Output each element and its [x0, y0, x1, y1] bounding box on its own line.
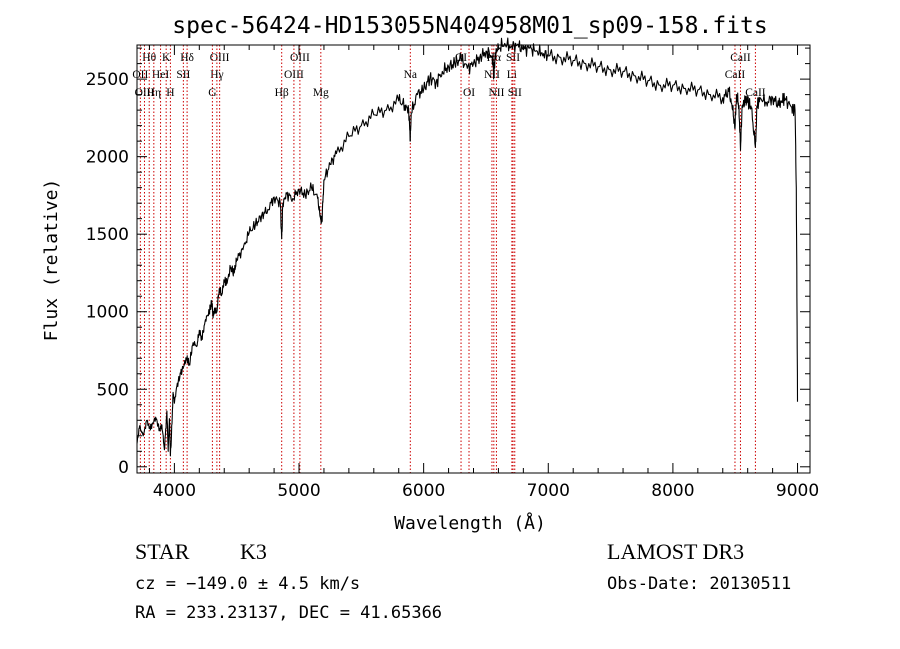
line-marker-label: Hη	[147, 87, 161, 99]
line-marker-label: HeI	[152, 69, 169, 81]
axes: 4000 5000 6000 7000 8000 9000 0 500 1000 1500 2000…	[86, 44, 819, 501]
line-marker-label: Hβ	[275, 87, 289, 99]
ra-dec-coordinates: RA = 233.23137, DEC = 41.65366	[135, 603, 443, 623]
line-marker-label: CaII	[745, 87, 766, 99]
y-tick-label: 1000	[86, 303, 129, 323]
redshift-cz: cz = −149.0 ± 4.5 km/s	[135, 574, 361, 594]
line-marker-label: OI	[463, 87, 475, 99]
line-marker-label: Hδ	[180, 52, 194, 64]
line-marker-label: SII	[506, 52, 520, 64]
star-subclass: K3	[240, 539, 267, 564]
survey-label: LAMOST DR3	[607, 539, 745, 564]
line-marker-label: CaII	[725, 69, 746, 81]
x-axis-label: Wavelength (Å)	[394, 512, 546, 534]
x-tick-label: 7000	[527, 481, 570, 501]
line-marker-label: SII	[508, 87, 522, 99]
line-marker-label: NII	[484, 69, 500, 81]
line-marker-label: Na	[404, 69, 417, 81]
y-axis-label: Flux (relative)	[41, 179, 62, 342]
spectrum-line	[136, 37, 799, 457]
x-tick-label: 9000	[776, 481, 819, 501]
y-tick-label: 2000	[86, 148, 129, 168]
line-marker-label: CaII	[730, 52, 751, 64]
spectrum-series	[136, 37, 799, 457]
line-marker-label: NII	[488, 87, 504, 99]
y-tick-label: 1500	[86, 225, 129, 245]
y-tick-label: 2500	[86, 70, 129, 90]
star-class-label: STAR	[135, 539, 190, 564]
line-marker-label: Hθ	[142, 52, 156, 64]
line-marker-label: Hα	[487, 52, 501, 64]
x-tick-label: 8000	[651, 481, 694, 501]
x-tick-label: 6000	[402, 481, 445, 501]
line-marker-label: K	[162, 52, 171, 64]
x-tick-label: 5000	[277, 481, 320, 501]
line-marker-label: OIII	[135, 87, 155, 99]
line-marker-label: G	[208, 87, 216, 99]
y-tick-label: 500	[97, 380, 129, 400]
line-marker-label: OIII	[290, 52, 310, 64]
observation-date: Obs-Date: 20130511	[607, 574, 792, 594]
line-marker-label: Mg	[313, 87, 329, 99]
line-marker-label: SII	[176, 69, 190, 81]
line-marker-label: Li	[507, 69, 517, 81]
line-marker-label: H	[166, 87, 174, 99]
line-marker-label: OIII	[210, 52, 230, 64]
x-tick-label: 4000	[153, 481, 196, 501]
chart-title: spec-56424-HD153055N404958M01_sp09-158.f…	[172, 13, 767, 39]
line-marker-label: OIII	[284, 69, 304, 81]
y-tick-label: 0	[118, 458, 129, 478]
line-marker-label: Hγ	[210, 69, 223, 81]
